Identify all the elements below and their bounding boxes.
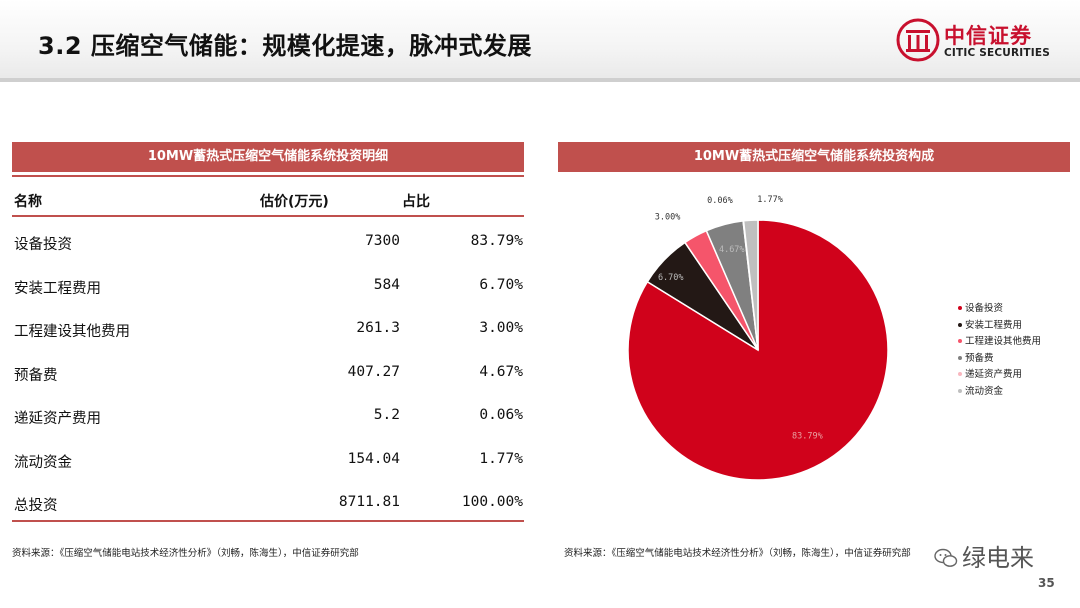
legend-label: 预备费: [965, 352, 994, 364]
table-row: 预备费 407.27 4.67%: [12, 348, 524, 392]
wechat-icon: [934, 548, 958, 567]
table-source-note: 资料来源：《压缩空气储能电站技术经济性分析》（刘畅，陈海生），中信证券研究部: [12, 548, 359, 559]
investment-table: 名称 估价(万元) 占比 设备投资 7300 83.79% 安装工程费用 584…: [12, 175, 524, 522]
row-name: 工程建设其他费用: [14, 324, 130, 340]
slice-value-label: 1.77%: [757, 195, 783, 205]
table-row: 工程建设其他费用 261.3 3.00%: [12, 304, 524, 348]
table-header: 名称 估价(万元) 占比: [12, 175, 524, 217]
row-share: 0.06%: [479, 407, 523, 423]
column-header-name: 名称: [14, 194, 42, 210]
logo-english-name: CITIC SECURITIES: [944, 47, 1051, 59]
row-cost: 8711.81: [338, 494, 400, 510]
legend-swatch: [958, 372, 962, 376]
row-cost: 5.2: [373, 407, 400, 423]
slice-value-label: 6.70%: [658, 273, 684, 283]
legend-swatch: [958, 306, 962, 310]
row-share: 4.67%: [479, 363, 523, 380]
slice-working-capital: [742, 219, 759, 351]
citic-logo: 中信证券 CITIC SECURITIES: [896, 18, 1056, 66]
legend-label: 流动资金: [965, 385, 1004, 397]
page-header: [0, 0, 1080, 80]
slice-value-label: 4.67%: [719, 245, 745, 255]
slice-value-label: 3.00%: [655, 213, 681, 223]
chart-source-note: 资料来源：《压缩空气储能电站技术经济性分析》（刘畅，陈海生），中信证券研究部: [564, 548, 911, 559]
legend-label: 设备投资: [965, 303, 1004, 314]
pie-chart: 83.79% 6.70% 3.00% 4.67% 0.06% 1.77%: [627, 195, 889, 481]
header-divider: [0, 78, 1080, 82]
column-header-cost: 估价(万元): [260, 194, 329, 210]
row-name: 预备费: [14, 367, 58, 384]
page-title: 3.2 压缩空气储能：规模化提速，脉冲式发展: [38, 32, 532, 60]
row-name: 总投资: [14, 498, 58, 514]
legend-item: 工程建设其他费用: [958, 333, 1068, 350]
legend-swatch: [958, 339, 962, 343]
logo-chinese-name: 中信证券: [944, 24, 1032, 48]
watermark-text: 绿电来: [962, 544, 1034, 572]
legend-item: 预备费: [958, 350, 1068, 367]
citic-logo-icon: [896, 18, 940, 62]
row-share: 3.00%: [479, 320, 523, 336]
legend-label: 工程建设其他费用: [965, 336, 1042, 347]
chart-title: 10MW蓄热式压缩空气储能系统投资构成: [558, 142, 1070, 172]
row-share: 6.70%: [479, 276, 523, 293]
slice-value-label: 83.79%: [792, 432, 823, 442]
row-cost: 7300: [365, 233, 400, 249]
legend-swatch: [958, 388, 962, 393]
row-cost: 261.3: [356, 320, 400, 336]
legend-swatch: [958, 322, 962, 327]
column-header-share: 占比: [402, 194, 430, 210]
table-row: 递延资产费用 5.2 0.06%: [12, 391, 524, 435]
table-row: 安装工程费用 584 6.70%: [12, 261, 524, 305]
legend-label: 安装工程费用: [965, 319, 1023, 331]
table-title: 10MW蓄热式压缩空气储能系统投资明细: [12, 142, 524, 172]
table-row: 流动资金 154.04 1.77%: [12, 435, 524, 479]
legend-label: 递延资产费用: [965, 369, 1023, 380]
row-name: 设备投资: [14, 237, 72, 253]
row-name: 流动资金: [14, 454, 72, 471]
row-cost: 154.04: [347, 450, 400, 467]
slice-value-label: 0.06%: [707, 196, 733, 206]
chart-legend: 设备投资安装工程费用工程建设其他费用 预备费递延资产费用 流动资金: [958, 300, 1068, 399]
legend-item: 流动资金: [958, 383, 1068, 400]
table-row: 设备投资 7300 83.79%: [12, 217, 524, 261]
page-number: 35: [1038, 576, 1055, 590]
legend-item: 设备投资: [958, 300, 1068, 317]
legend-item: 安装工程费用: [958, 317, 1068, 334]
legend-item: 递延资产费用: [958, 366, 1068, 383]
row-name: 递延资产费用: [14, 411, 101, 427]
row-share: 100.00%: [461, 494, 523, 510]
legend-swatch: [958, 355, 962, 360]
row-cost: 407.27: [347, 363, 400, 380]
row-share: 83.79%: [470, 233, 523, 249]
row-name: 安装工程费用: [14, 280, 101, 297]
row-cost: 584: [373, 276, 400, 293]
row-share: 1.77%: [479, 450, 523, 467]
table-row-total: 总投资 8711.81 100.00%: [12, 478, 524, 522]
